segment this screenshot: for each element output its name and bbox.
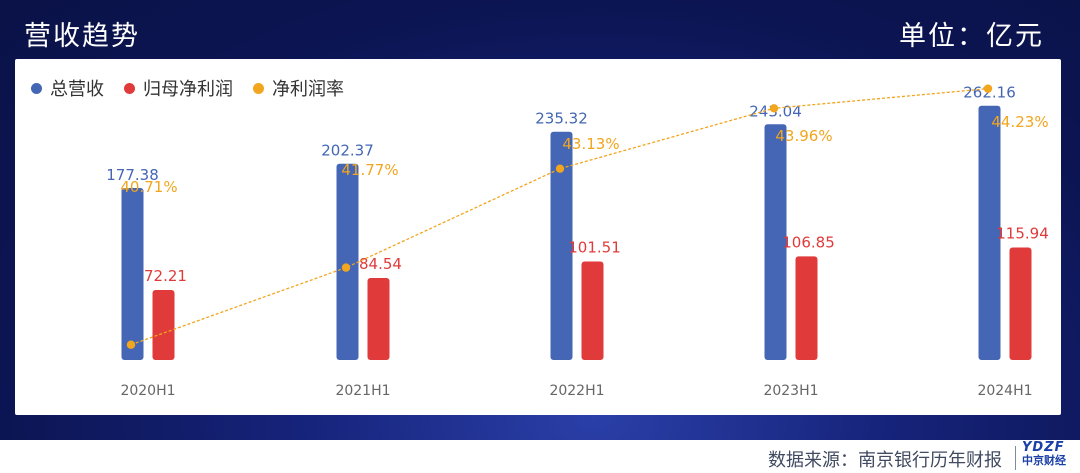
legend-item-profit: 归母净利润	[124, 75, 233, 101]
margin-point	[126, 340, 136, 349]
revenue-bar	[978, 105, 1001, 360]
profit-bar	[1009, 247, 1032, 360]
legend-dot-revenue	[31, 82, 42, 94]
logo-mark: YDZF	[1022, 440, 1065, 455]
footer-divider	[1015, 446, 1016, 470]
x-tick-label: 2024H1	[977, 383, 1032, 399]
margin-point	[341, 263, 351, 272]
profit-data-label: 101.51	[568, 239, 621, 257]
margin-line	[130, 87, 989, 346]
unit-label: 单位：亿元	[899, 21, 1044, 52]
profit-bar	[152, 289, 175, 360]
profit-bar	[795, 256, 818, 360]
revenue-bar	[336, 163, 359, 360]
revenue-data-label: 177.38	[106, 166, 159, 184]
revenue-bar	[121, 187, 144, 360]
legend-label-revenue: 总营收	[50, 79, 104, 100]
legend: 总营收 归母净利润 净利润率	[31, 75, 344, 101]
chart-plot: 177.38 72.21 2020H1 202.37 84.54 2021H1 235.32…	[106, 84, 1049, 399]
legend-label-margin: 净利润率	[272, 79, 344, 100]
chart-panel: 总营收 归母净利润 净利润率 177.38 72.21 2020H1 202.37 84…	[15, 59, 1061, 415]
margin-point	[769, 104, 779, 113]
revenue-bar	[550, 131, 573, 360]
margin-data-label: 44.23%	[991, 113, 1048, 131]
x-tick-label: 2022H1	[549, 383, 604, 399]
margin-data-label: 41.77%	[341, 161, 398, 179]
revenue-data-label: 202.37	[321, 142, 374, 160]
legend-dot-profit	[124, 82, 135, 94]
chart-title: 营收趋势	[24, 21, 140, 52]
data-source: 数据来源：南京银行历年财报	[768, 450, 1002, 471]
legend-label-profit: 归母净利润	[143, 79, 233, 100]
legend-item-revenue: 总营收	[31, 75, 104, 101]
profit-data-label: 106.85	[782, 233, 835, 251]
revenue-data-label: 262.16	[963, 84, 1016, 102]
profit-bar	[581, 261, 604, 360]
publisher-logo: YDZF 中京财经	[1022, 441, 1078, 471]
profit-data-label: 72.21	[144, 267, 187, 285]
profit-data-label: 84.54	[359, 255, 402, 273]
revenue-data-label: 235.32	[535, 110, 588, 128]
legend-dot-margin	[253, 82, 264, 94]
x-tick-label: 2021H1	[335, 383, 390, 399]
profit-data-label: 115.94	[996, 225, 1049, 243]
margin-point	[983, 84, 993, 93]
profit-bar	[367, 277, 390, 360]
margin-point	[555, 164, 565, 173]
revenue-bar	[764, 124, 787, 361]
margin-data-label: 40.71%	[120, 178, 177, 196]
x-tick-label: 2020H1	[120, 383, 175, 399]
logo-name: 中京财经	[1022, 454, 1066, 467]
x-tick-label: 2023H1	[763, 383, 818, 399]
legend-item-margin: 净利润率	[253, 75, 344, 101]
margin-data-label: 43.13%	[562, 135, 619, 153]
margin-data-label: 43.96%	[775, 127, 832, 145]
